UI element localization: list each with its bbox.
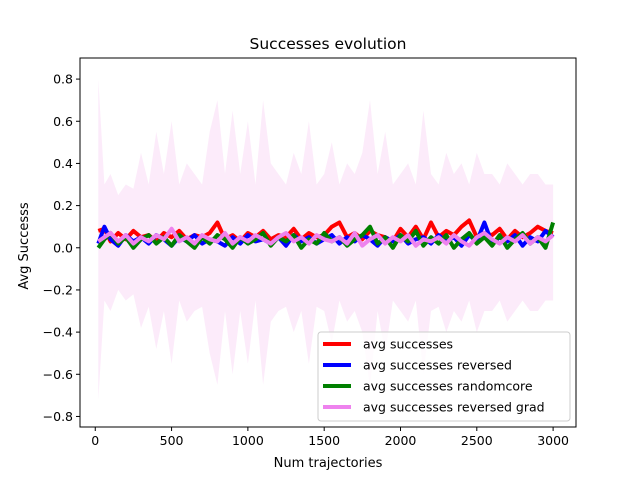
x-tick-label: 1500 — [308, 433, 340, 448]
legend-label: avg successes reversed grad — [363, 400, 545, 415]
x-tick-label: 3000 — [537, 433, 569, 448]
x-axis-label: Num trajectories — [274, 456, 383, 471]
plot-area: 0 500 1000 1500 2000 2500 3000 −0.8 −0.6 −0.4 −0.2… — [43, 57, 577, 448]
y-axis-label: Avg Successs — [17, 202, 32, 290]
legend-label: avg successes randomcore — [363, 379, 533, 394]
y-tick-label: −0.6 — [43, 367, 73, 382]
legend: avg successes avg successes reversed avg s… — [317, 331, 571, 422]
y-tick-label: −0.4 — [43, 325, 73, 340]
legend-box — [317, 331, 571, 422]
chart-title: Successes evolution — [250, 35, 407, 53]
y-tick-label: 0.6 — [53, 114, 73, 129]
legend-label: avg successes reversed — [363, 358, 512, 373]
y-tick-label: −0.2 — [43, 282, 73, 297]
y-tick-label: 0.8 — [53, 72, 73, 87]
x-tick-label: 2500 — [461, 433, 493, 448]
legend-label: avg successes — [363, 337, 453, 352]
series-line-4 — [97, 226, 555, 248]
x-tick-label: 500 — [160, 433, 184, 448]
y-tick-label: −0.8 — [43, 409, 73, 424]
y-tick-label: 0.4 — [53, 156, 73, 171]
series-line-3 — [96, 221, 556, 250]
x-tick-label: 0 — [91, 433, 99, 448]
y-tick-label: 0.0 — [53, 240, 73, 255]
y-tick-label: 0.2 — [53, 198, 73, 213]
x-tick-label: 1000 — [232, 433, 264, 448]
x-tick-label: 2000 — [385, 433, 417, 448]
axes-frame — [79, 57, 577, 428]
